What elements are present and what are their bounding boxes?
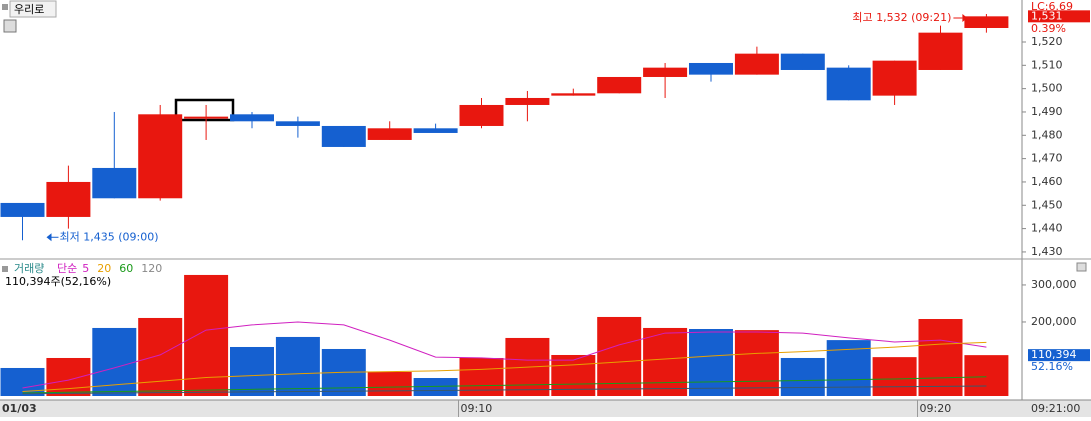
y-tick-label: 1,450 bbox=[1031, 198, 1063, 211]
candle-body bbox=[551, 93, 596, 96]
highlight-box bbox=[174, 98, 235, 122]
candle-body bbox=[918, 32, 963, 70]
volume-bar bbox=[46, 357, 91, 396]
panel-icon bbox=[2, 266, 8, 272]
y-tick-label: 1,460 bbox=[1031, 175, 1063, 188]
candle-body bbox=[46, 181, 91, 217]
ma-line bbox=[22, 385, 987, 395]
volume-bar bbox=[413, 378, 458, 396]
y-tick-label: 1,470 bbox=[1031, 152, 1063, 165]
candle-body bbox=[321, 125, 366, 147]
candle-body bbox=[780, 53, 825, 70]
candle-body bbox=[138, 114, 183, 199]
y-tick-label: 300,000 bbox=[1031, 278, 1077, 291]
y-tick-label: 1,500 bbox=[1031, 82, 1063, 95]
low-annotation: 최저 1,435 (09:00) bbox=[60, 230, 159, 243]
candle-body bbox=[872, 60, 917, 96]
volume-bar bbox=[367, 371, 412, 396]
panel-button[interactable] bbox=[1076, 262, 1087, 272]
last-price-box bbox=[1028, 10, 1090, 23]
volume-bar bbox=[0, 367, 45, 396]
candle-body bbox=[643, 67, 688, 77]
volume-bar bbox=[734, 330, 779, 396]
volume-bar bbox=[643, 327, 688, 396]
time-axis-bg bbox=[0, 400, 1091, 417]
legend-entry: 5 bbox=[82, 262, 89, 275]
candle-body bbox=[734, 53, 779, 75]
volume-bar bbox=[918, 319, 963, 396]
high-annotation: 최고 1,532 (09:21) bbox=[852, 11, 951, 24]
panel-icon bbox=[2, 4, 8, 10]
y-tick-label: 200,000 bbox=[1031, 315, 1077, 328]
stock-name: 우리로 bbox=[14, 3, 44, 16]
ma-line bbox=[22, 321, 987, 389]
change-label: 0.39% bbox=[1031, 22, 1066, 35]
x-tick-label: 01/03 bbox=[2, 402, 37, 415]
last-volume-label: 110,394 bbox=[1031, 348, 1077, 361]
y-tick-label: 1,490 bbox=[1031, 105, 1063, 118]
candle-body bbox=[413, 128, 458, 133]
candle-body bbox=[964, 16, 1009, 28]
volume-bar bbox=[689, 329, 733, 396]
stock-name-box[interactable] bbox=[9, 0, 57, 18]
legend-entry: 120 bbox=[141, 262, 162, 275]
candle-body bbox=[689, 62, 733, 75]
y-tick-label: 1,430 bbox=[1031, 245, 1063, 258]
volume-bar bbox=[138, 317, 183, 396]
candle-body bbox=[184, 116, 229, 119]
candle-body bbox=[597, 76, 642, 94]
lc-label: LC:6.69 bbox=[1031, 0, 1073, 13]
legend-entry: 60 bbox=[119, 262, 133, 275]
volume-bar bbox=[275, 336, 320, 396]
candle-body bbox=[92, 167, 137, 199]
volume-bar bbox=[780, 357, 825, 396]
table-icon[interactable] bbox=[3, 19, 17, 33]
volume-summary: 110,394주(52,16%) bbox=[5, 275, 111, 288]
low-arrowhead bbox=[46, 233, 52, 242]
candle-body bbox=[459, 104, 504, 126]
y-tick-label: 1,510 bbox=[1031, 58, 1063, 71]
candle-body bbox=[230, 114, 274, 122]
candle-body bbox=[505, 97, 550, 105]
candle-body bbox=[275, 121, 320, 126]
volume-bar bbox=[230, 346, 274, 396]
time-label: 09:21:00 bbox=[1031, 402, 1080, 415]
legend-entry: 20 bbox=[97, 262, 111, 275]
volume-bar bbox=[184, 274, 229, 396]
ma-label: 단순 bbox=[57, 262, 77, 275]
ma-line bbox=[22, 376, 987, 394]
ma-line bbox=[22, 341, 987, 393]
volume-bar bbox=[872, 357, 917, 396]
candle-body bbox=[367, 128, 412, 140]
last-price-label: 1,531 bbox=[1031, 9, 1063, 22]
candle-body bbox=[826, 67, 871, 101]
x-tick-label: 09:20 bbox=[920, 402, 952, 415]
y-tick-label: 1,440 bbox=[1031, 222, 1063, 235]
ratio-label: 52.16% bbox=[1031, 360, 1073, 373]
candle-body bbox=[0, 202, 45, 217]
x-tick-label: 09:10 bbox=[461, 402, 493, 415]
volume-bar bbox=[964, 355, 1009, 396]
high-arrowhead bbox=[962, 13, 968, 22]
volume-title: 거래량 bbox=[14, 262, 44, 275]
y-tick-label: 1,480 bbox=[1031, 128, 1063, 141]
last-volume-box bbox=[1028, 349, 1090, 362]
y-tick-label: 1,520 bbox=[1031, 35, 1063, 48]
